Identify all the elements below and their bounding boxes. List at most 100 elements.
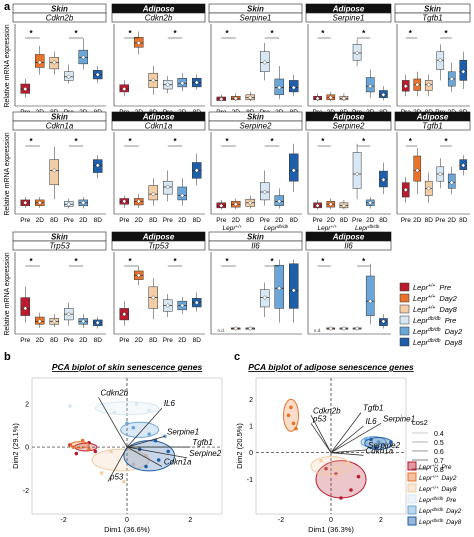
x-tick-label: Pre xyxy=(64,217,75,224)
pca-sample-point xyxy=(153,438,158,443)
box-mean-marker xyxy=(121,86,127,92)
legend-label: Lepr+/+ Day8 xyxy=(413,305,458,314)
pca-sample-point xyxy=(374,445,378,450)
box-2 xyxy=(148,278,158,320)
box-mean-marker xyxy=(66,311,72,317)
box-mean-marker xyxy=(95,163,101,168)
pca-loading-label: IL6 xyxy=(366,417,378,426)
pca-sample-point xyxy=(131,462,136,467)
cos2-legend-value: 0.6 xyxy=(434,449,444,456)
box-mean-marker xyxy=(80,319,86,324)
cos2-legend-value: 0.5 xyxy=(434,440,444,447)
box-mean-marker xyxy=(179,193,185,198)
panel-gene-label: Tgfb1 xyxy=(422,122,442,131)
x-tick-label: Pre xyxy=(313,217,324,224)
box-mean-marker xyxy=(328,95,334,100)
pca-sample-point xyxy=(156,458,161,462)
panel-tissue-label: Skin xyxy=(424,5,441,14)
box-iqr xyxy=(289,153,299,182)
pca-legend-label: Lepr+/+ Day8 xyxy=(419,485,457,494)
x-tick-label: 2D xyxy=(413,217,422,224)
box-mean-marker xyxy=(247,200,253,206)
box-5 xyxy=(289,74,299,97)
box-3 xyxy=(64,302,74,326)
pca-sample-point xyxy=(369,437,373,442)
x-tick-label: Pre xyxy=(163,337,174,344)
pca-legend-label: Leprdb/db Pre xyxy=(419,496,457,505)
box-mean-marker xyxy=(37,60,43,65)
pca-legend-swatch xyxy=(407,505,417,515)
box-mean-marker xyxy=(136,40,142,46)
pca-sample-point xyxy=(166,449,170,454)
box-1 xyxy=(134,266,144,286)
panel-tissue-label: Adipose xyxy=(142,113,175,122)
legend-cond: Pre xyxy=(440,464,452,471)
significance-star-2: * xyxy=(173,137,177,146)
x-tick-label: Pre xyxy=(260,217,271,224)
genotype-sup: +/+ xyxy=(236,224,243,229)
x-tick-label: 8D xyxy=(94,337,103,344)
box-iqr xyxy=(352,152,362,189)
legend-base: Lepr xyxy=(413,338,429,347)
x-tick-label: Pre xyxy=(352,217,363,224)
significance-star-2: * xyxy=(362,137,366,146)
not-detected-label: n.d. xyxy=(314,328,322,333)
box-mean-marker xyxy=(381,177,386,183)
box-2 xyxy=(424,74,433,97)
box-mean-marker xyxy=(194,300,200,305)
legend-cond: Pre xyxy=(437,283,451,292)
panel-tissue-label: Skin xyxy=(247,233,264,242)
panel-gene-header xyxy=(208,240,303,251)
box-0 xyxy=(119,301,129,326)
box-mean-marker xyxy=(426,82,432,88)
legend-sup: +/+ xyxy=(432,485,439,490)
pca-group-ellipse xyxy=(310,456,352,476)
cos2-legend-value: 0.8 xyxy=(434,467,444,474)
pca-sample-point xyxy=(286,413,291,418)
pca-loading-arrow xyxy=(330,422,382,454)
box-4 xyxy=(78,38,88,70)
legend-cond: Pre xyxy=(443,316,457,325)
significance-star-1: * xyxy=(29,29,33,38)
box-2 xyxy=(49,51,59,75)
box-3 xyxy=(260,42,270,81)
pca-loading-label: IL6 xyxy=(164,399,176,408)
x-tick-label: 8D xyxy=(50,217,59,224)
pca-sample-point xyxy=(163,399,167,404)
legend-cond: Day2 xyxy=(437,294,457,303)
box-mean-marker xyxy=(179,303,185,308)
box-1 xyxy=(231,93,241,102)
box-3 xyxy=(163,294,173,318)
legend-label: Lepr+/+ Pre xyxy=(413,283,451,292)
box-mean-marker xyxy=(51,319,57,324)
panel-gene-label: Il6 xyxy=(344,242,353,251)
pca-loading-arrow xyxy=(330,452,364,456)
significance-star-2: * xyxy=(444,29,448,38)
box-mean-marker xyxy=(136,199,142,204)
pca-loading-label: Cdkn1a xyxy=(164,458,192,467)
x-tick-label: 8D xyxy=(50,337,59,344)
pca-sample-point xyxy=(324,466,328,471)
pca-sample-point xyxy=(334,466,338,471)
box-0 xyxy=(313,93,322,102)
box-mean-marker xyxy=(95,320,101,326)
pca-loading-arrow xyxy=(330,449,367,454)
x-tick-label: 2D xyxy=(178,337,187,344)
genotype-label-db: Leprdb/db xyxy=(264,224,289,233)
significance-star-2: * xyxy=(362,29,366,38)
legend-cond: Day2 xyxy=(444,508,461,515)
box-mean-marker xyxy=(403,187,409,193)
box-3 xyxy=(64,64,74,84)
legend-base: Lepr xyxy=(413,294,429,303)
legend-swatch xyxy=(399,293,410,303)
pca-loading-label: Serpine2 xyxy=(368,441,401,450)
pca-x-label: Dim1 (36.3%) xyxy=(308,525,354,534)
cos2-legend-title: cos2 xyxy=(412,418,428,427)
pca-x-tick: -2 xyxy=(278,517,284,524)
box-3 xyxy=(352,38,362,66)
pca-sample-point xyxy=(349,488,353,492)
box-3 xyxy=(352,143,362,200)
